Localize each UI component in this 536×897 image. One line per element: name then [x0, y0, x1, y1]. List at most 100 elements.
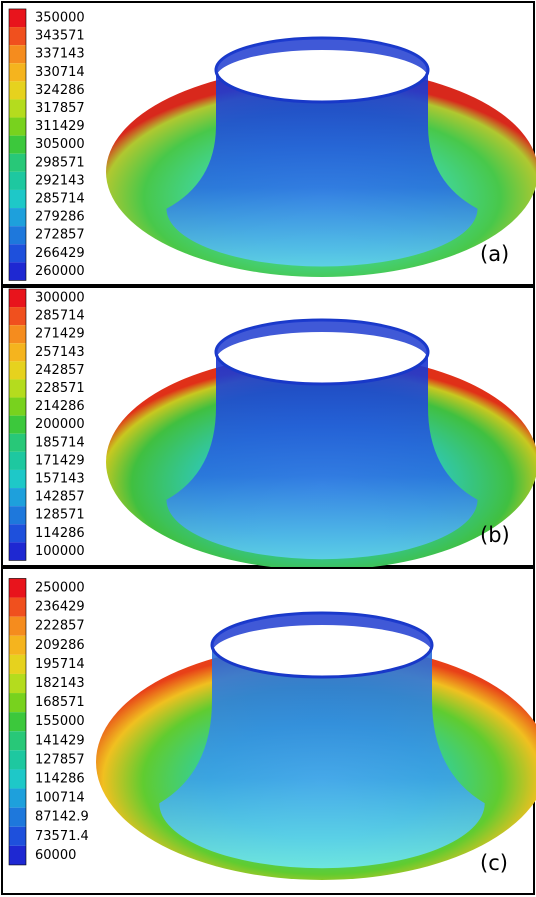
neck: [159, 645, 485, 869]
legend-swatch: [9, 8, 26, 28]
legend-swatch: [9, 451, 26, 470]
legend-label: 236429: [35, 600, 85, 615]
legend-swatch: [9, 769, 26, 789]
legend-swatch: [9, 171, 26, 190]
legend-label: 272857: [35, 228, 85, 243]
legend-label: 171429: [35, 453, 85, 468]
legend-swatch: [9, 578, 26, 598]
legend-bar-frame: [8, 8, 27, 281]
neck: [166, 70, 478, 267]
legend-label: 127857: [35, 752, 85, 767]
legend-label: 87142.9: [35, 810, 89, 825]
legend-swatch: [9, 635, 26, 655]
neck: [166, 352, 478, 560]
legend-swatch: [9, 153, 26, 172]
legend-label: 114286: [35, 772, 85, 787]
legend-label: 317857: [35, 101, 85, 116]
neck-inner: [216, 320, 428, 360]
legend-label: 266429: [35, 246, 85, 261]
legend-label: 305000: [35, 137, 85, 152]
legend-bar-frame: [8, 578, 27, 866]
legend-swatch: [9, 226, 26, 245]
legend-label: 195714: [35, 657, 85, 672]
neck-inner: [216, 38, 428, 78]
panel-label: (c): [480, 851, 508, 875]
legend-swatch: [9, 208, 26, 227]
legend-swatch: [9, 524, 26, 543]
neck-inner: [212, 613, 432, 653]
legend-swatch: [9, 469, 26, 489]
legend-label: 155000: [35, 714, 85, 729]
panel: 350000 343571 337143 330714 324286 317857 3114…: [1, 1, 536, 286]
legend-swatch: [9, 343, 26, 362]
legend-label: 185714: [35, 435, 85, 450]
legend-label: 250000: [35, 581, 85, 596]
legend-swatch: [9, 488, 26, 507]
legend-label: 260000: [35, 264, 85, 279]
legend-label: 330714: [35, 65, 85, 80]
legend-label: 228571: [35, 381, 85, 396]
legend-label: 285714: [35, 309, 85, 324]
legend-swatch: [9, 750, 26, 770]
panel-label: (b): [480, 523, 510, 547]
legend-label: 285714: [35, 192, 85, 207]
legend-label: 343571: [35, 29, 85, 44]
legend-label: 60000: [35, 848, 76, 863]
legend-swatch: [9, 81, 26, 100]
legend-label: 114286: [35, 526, 85, 541]
legend-swatch: [9, 673, 26, 694]
legend-label: 337143: [35, 47, 85, 62]
legend-swatch: [9, 117, 26, 136]
legend-label: 298571: [35, 155, 85, 170]
legend-label: 350000: [35, 11, 85, 26]
legend-swatch: [9, 826, 26, 846]
legend-label: 100000: [35, 544, 85, 559]
legend-swatch: [9, 807, 26, 827]
legend-label: 242857: [35, 363, 85, 378]
legend-label: 200000: [35, 417, 85, 432]
legend-label: 128571: [35, 508, 85, 523]
legend-swatch: [9, 189, 26, 209]
legend-swatch: [9, 45, 26, 64]
legend-swatch: [9, 415, 26, 434]
legend-swatch: [9, 27, 26, 46]
legend-label: 100714: [35, 791, 85, 806]
legend-label: 300000: [35, 291, 85, 306]
legend-swatch: [9, 307, 26, 326]
legend-swatch: [9, 325, 26, 344]
legend-label: 141429: [35, 733, 85, 748]
legend-label: 157143: [35, 472, 85, 487]
legend-swatch: [9, 244, 26, 263]
legend-label: 73571.4: [35, 829, 89, 844]
panel: 300000 285714 271429 257143 242857 228571 2142…: [1, 286, 536, 570]
legend-swatch: [9, 693, 26, 713]
legend-swatch: [9, 433, 26, 452]
legend-label: 209286: [35, 638, 85, 653]
legend-swatch: [9, 135, 26, 154]
legend-label: 168571: [35, 695, 85, 710]
legend-swatch: [9, 379, 26, 398]
panel-label: (a): [480, 242, 509, 266]
panel: 250000 236429 222857 209286 195714 182143 1685…: [1, 567, 536, 895]
legend-swatch: [9, 262, 26, 281]
legend-swatch: [9, 597, 26, 617]
legend-swatch: [9, 506, 26, 525]
legend-swatch: [9, 63, 26, 82]
legend-swatch: [9, 99, 26, 118]
legend-label: 324286: [35, 83, 85, 98]
legend-swatch: [9, 616, 26, 636]
legend-label: 311429: [35, 119, 85, 134]
legend-swatch: [9, 361, 26, 380]
legend-label: 182143: [35, 676, 85, 691]
legend-swatch: [9, 845, 26, 865]
legend-swatch: [9, 731, 26, 751]
legend-swatch: [9, 288, 26, 308]
legend-swatch: [9, 542, 26, 561]
legend-swatch: [9, 654, 26, 674]
legend-label: 142857: [35, 490, 85, 505]
legend-label: 271429: [35, 327, 85, 342]
legend-swatch: [9, 397, 26, 416]
legend-bar-frame: [8, 288, 27, 561]
legend-label: 292143: [35, 173, 85, 188]
